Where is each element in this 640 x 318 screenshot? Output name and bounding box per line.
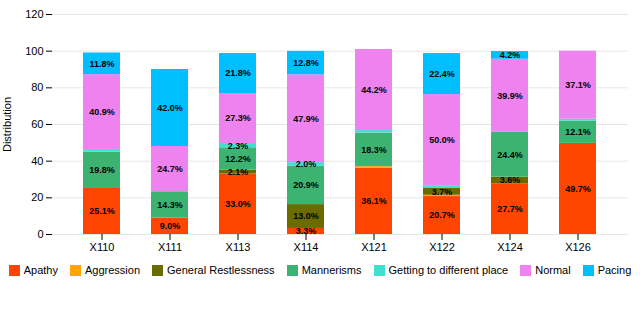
svg-text:42.0%: 42.0% (157, 103, 183, 113)
html-text:Normal: Normal (535, 264, 571, 276)
svg-text:Distribution: Distribution (1, 97, 13, 152)
svg-text:20.7%: 20.7% (429, 210, 455, 220)
svg-text:40: 40 (31, 155, 43, 167)
svg-text:20: 20 (31, 191, 43, 203)
svg-text:2.0%: 2.0% (296, 159, 317, 169)
svg-text:9.0%: 9.0% (160, 221, 181, 231)
svg-text:27.3%: 27.3% (225, 113, 251, 123)
svg-text:3.3%: 3.3% (296, 226, 317, 236)
svg-text:40.9%: 40.9% (89, 107, 115, 117)
svg-text:36.1%: 36.1% (361, 196, 387, 206)
svg-text:49.7%: 49.7% (565, 184, 591, 194)
svg-text:44.2%: 44.2% (361, 85, 387, 95)
svg-text:24.7%: 24.7% (157, 164, 183, 174)
html-text:Getting to different place: Getting to different place (388, 264, 509, 276)
svg-text:39.9%: 39.9% (497, 91, 523, 101)
svg-text:0: 0 (37, 228, 43, 240)
html-text:Aggression: Aggression (85, 264, 140, 276)
svg-text:33.0%: 33.0% (225, 199, 251, 209)
svg-text:X111: X111 (158, 241, 182, 253)
svg-text:X124: X124 (497, 241, 523, 253)
html-text:Apathy: Apathy (23, 264, 58, 276)
svg-text:19.8%: 19.8% (89, 165, 115, 175)
svg-text:X110: X110 (90, 241, 115, 253)
html-text:Mannerisms: Mannerisms (301, 264, 362, 276)
svg-text:120: 120 (25, 8, 43, 20)
svg-text:X113: X113 (226, 241, 251, 253)
svg-text:4.2%: 4.2% (500, 50, 521, 60)
svg-text:37.1%: 37.1% (565, 80, 591, 90)
html-text:Pacing: Pacing (597, 264, 632, 276)
svg-text:22.4%: 22.4% (429, 69, 455, 79)
svg-text:100: 100 (25, 45, 43, 57)
svg-text:2.1%: 2.1% (228, 167, 249, 177)
svg-text:11.8%: 11.8% (89, 59, 114, 69)
svg-text:21.8%: 21.8% (225, 68, 251, 78)
svg-text:X126: X126 (565, 241, 591, 253)
svg-text:12.2%: 12.2% (225, 154, 251, 164)
svg-text:60: 60 (31, 118, 43, 130)
svg-text:25.1%: 25.1% (89, 206, 115, 216)
svg-text:18.3%: 18.3% (361, 145, 387, 155)
svg-text:13.0%: 13.0% (293, 211, 319, 221)
svg-text:3.7%: 3.7% (432, 187, 453, 197)
svg-text:2.3%: 2.3% (228, 141, 249, 151)
svg-text:27.7%: 27.7% (497, 204, 523, 214)
svg-text:24.4%: 24.4% (497, 150, 523, 160)
svg-text:47.9%: 47.9% (293, 114, 319, 124)
svg-text:12.1%: 12.1% (565, 127, 591, 137)
svg-text:20.9%: 20.9% (293, 180, 319, 190)
html-text:General Restlessness: General Restlessness (167, 264, 275, 276)
svg-text:14.3%: 14.3% (157, 200, 183, 210)
svg-text:X122: X122 (429, 241, 455, 253)
svg-text:80: 80 (31, 81, 43, 93)
svg-text:X114: X114 (294, 241, 319, 253)
svg-text:3.6%: 3.6% (500, 175, 521, 185)
svg-text:12.8%: 12.8% (293, 58, 319, 68)
svg-text:50.0%: 50.0% (429, 135, 455, 145)
svg-text:X121: X121 (361, 241, 387, 253)
